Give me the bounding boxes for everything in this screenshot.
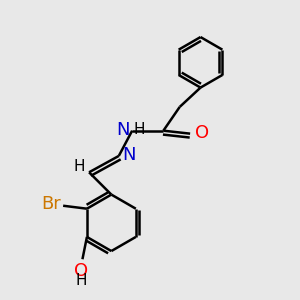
Text: H: H xyxy=(133,122,145,137)
Text: Br: Br xyxy=(41,195,61,213)
Text: H: H xyxy=(75,273,87,288)
Text: O: O xyxy=(74,262,88,280)
Text: N: N xyxy=(116,121,130,139)
Text: O: O xyxy=(196,124,210,142)
Text: H: H xyxy=(73,159,85,174)
Text: N: N xyxy=(122,146,136,164)
